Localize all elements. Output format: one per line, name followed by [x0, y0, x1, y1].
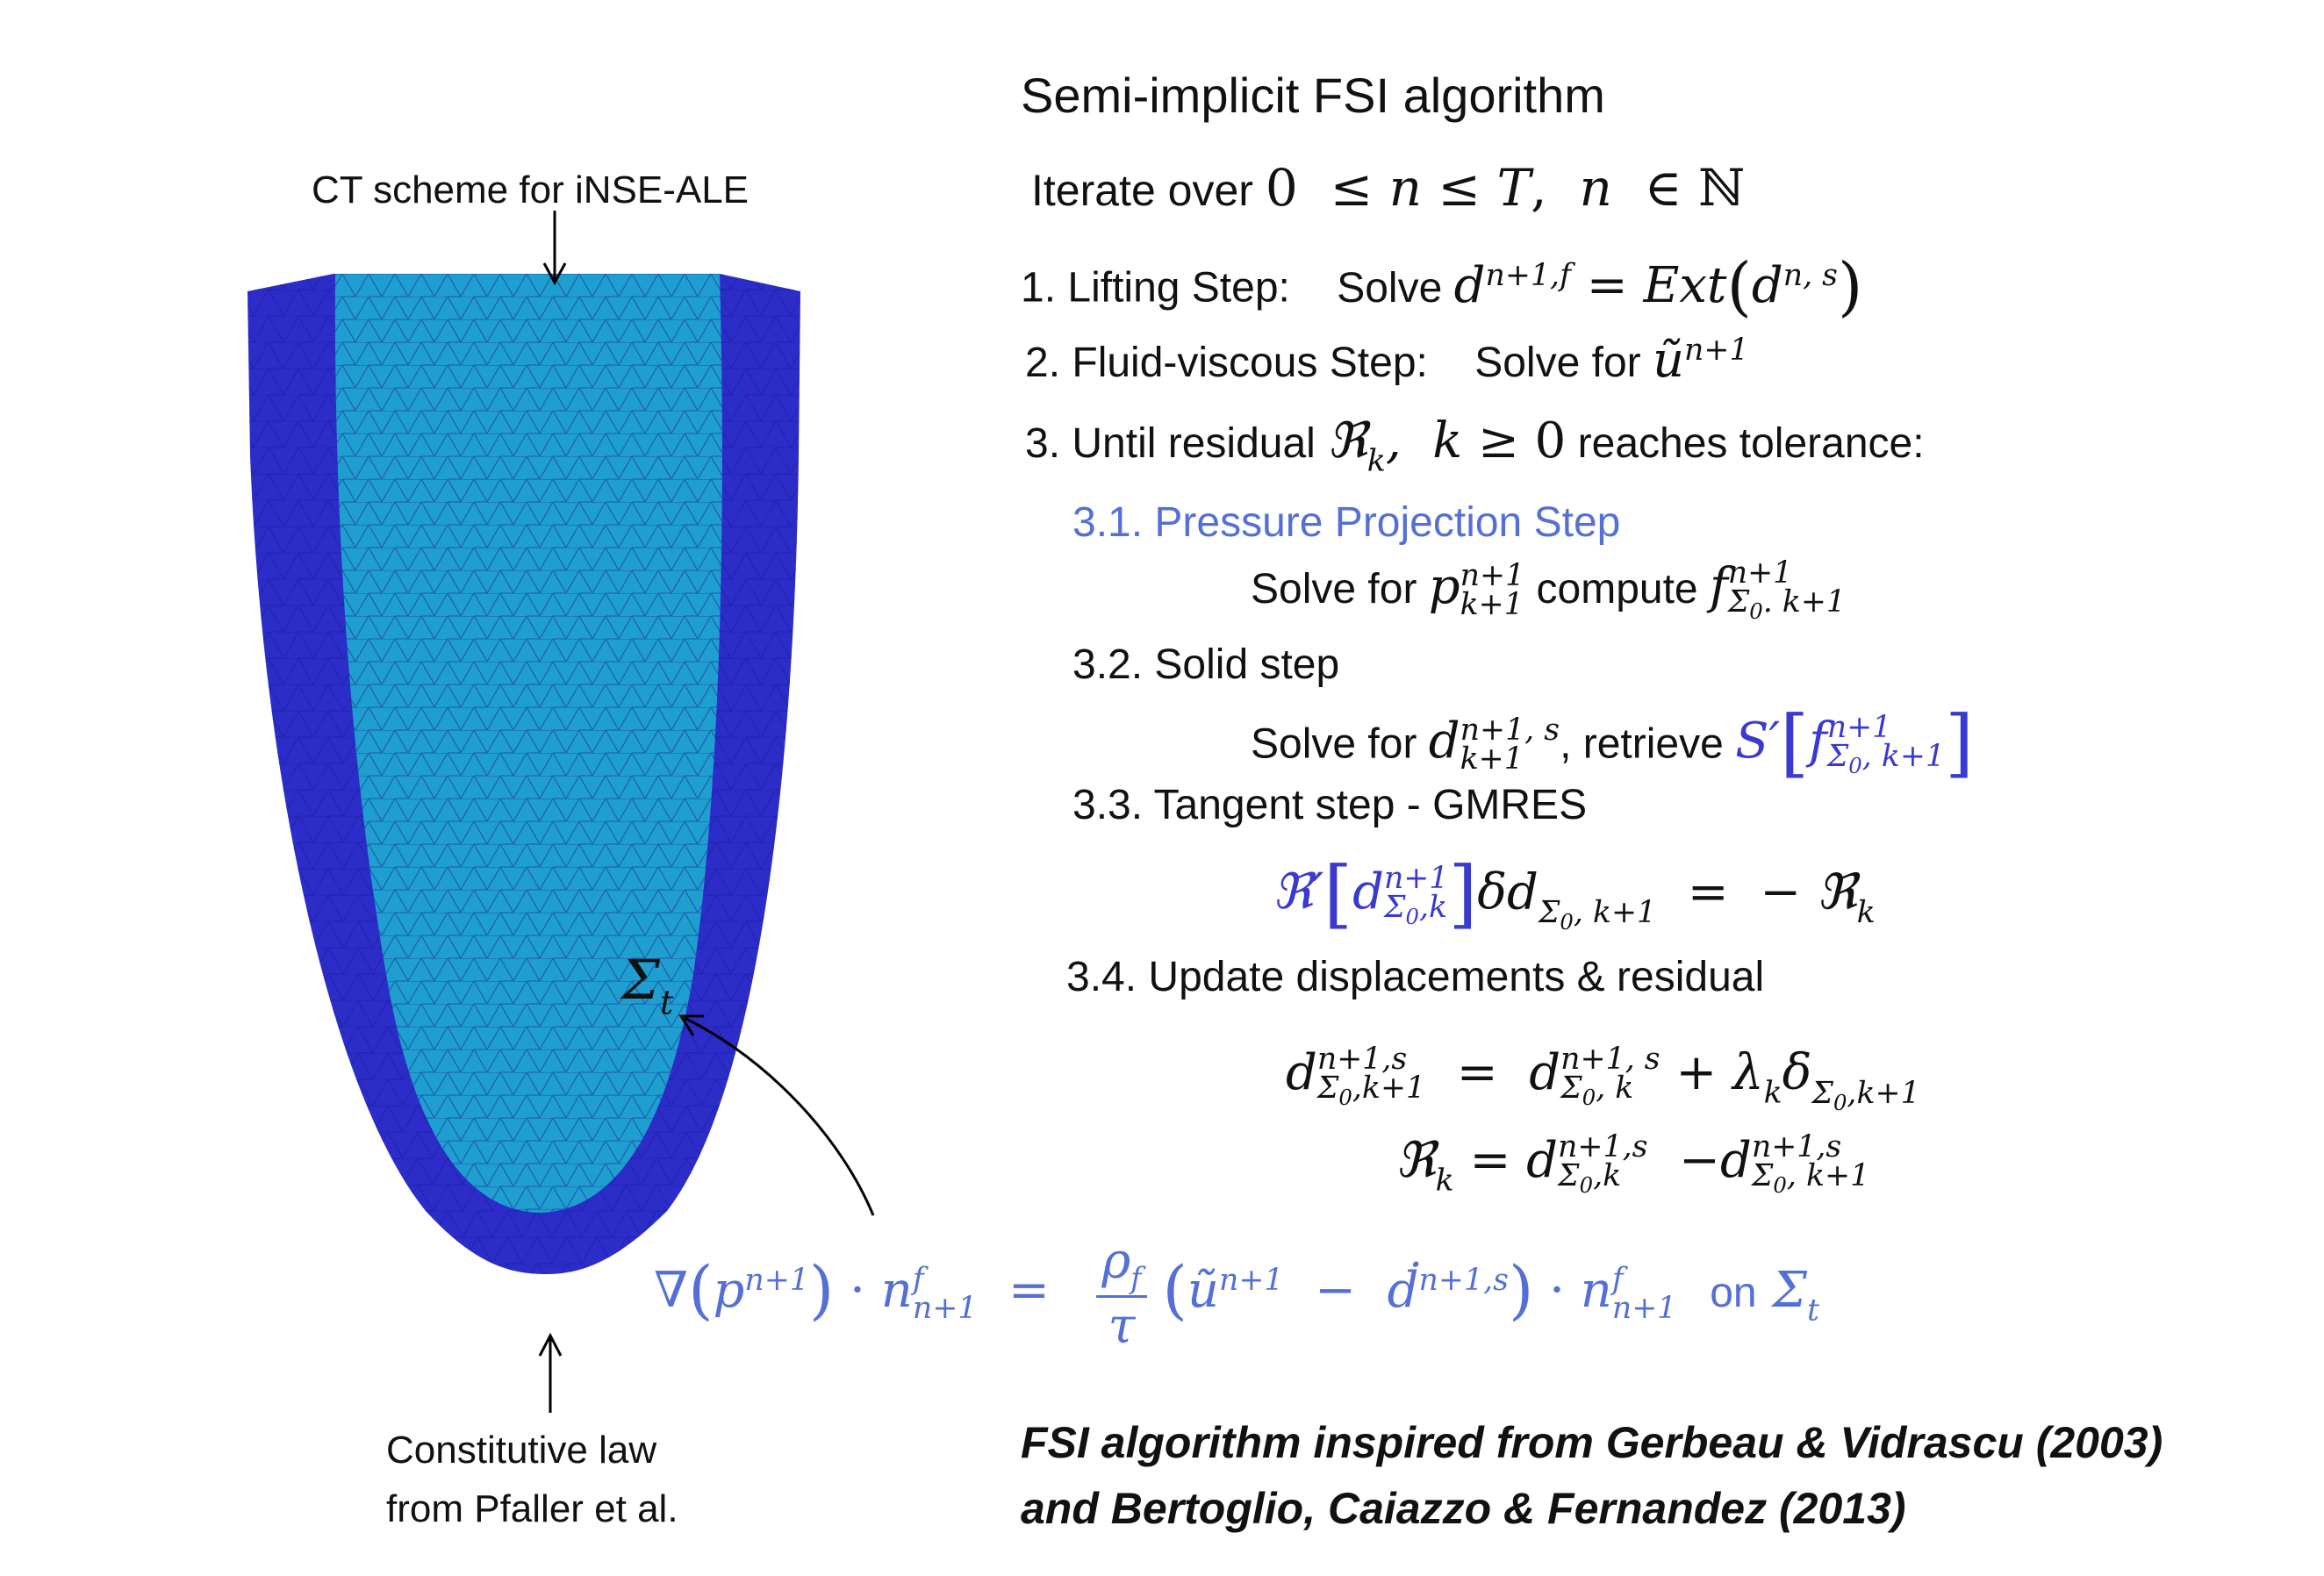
tangent-equation: ℜ′[d n+1 Σ0,k]δdΣ0, k+1 = − ℜk — [1273, 851, 1876, 937]
citation-line-1: FSI algorithm inspired from Gerbeau & Vi… — [1021, 1418, 2163, 1467]
interface-arrow — [684, 1016, 875, 1216]
algorithm-title: Semi-implicit FSI algorithm — [1021, 68, 1605, 123]
constitutive-law-label: Constitutive law — [386, 1429, 657, 1472]
step-1: 1. Lifting Step: Solve dn+1,f = Ext(dn, … — [1021, 249, 1863, 324]
step-3-3: 3.3. Tangent step - GMRES — [1072, 782, 1588, 828]
step-3-4: 3.4. Update displacements & residual — [1066, 954, 1765, 1000]
pressure-interface-equation: ∇(pn+1) · n f n+1 = ρf τ (ũn+1 − ḋn+1,s) · … — [654, 1233, 1819, 1356]
step-3-1-solve: Solve for p n+1 k+1 compute f n+1 Σ0. k+1 — [1251, 555, 1847, 624]
iterate-line: Iterate over 0 ≤ n ≤ T, n ∈ ℕ — [1031, 158, 1746, 218]
citation-line-2: and Bertoglio, Caiazzo & Fernandez (2013… — [1021, 1484, 1906, 1533]
step-3-1: 3.1. Pressure Projection Step — [1072, 499, 1621, 546]
interface-sigma-label: Σt — [621, 948, 674, 1023]
step-3-2: 3.2. Solid step — [1072, 641, 1340, 688]
step-3-2-solve: Solve for d n+1, s k+1, retrieve S′[f n+1 Σ0… — [1251, 700, 1974, 786]
residual-equation: ℜk = d n+1,s Σ0,k −d n+1,s Σ0, k+1 — [1395, 1129, 1870, 1199]
step-2: 2. Fluid-viscous Step: Solve for ũn+1 — [1025, 332, 1749, 389]
constitutive-source-label: from Pfaller et al. — [386, 1487, 678, 1530]
step-3: 3. Until residual ℜk, k ≥ 0 reaches tole… — [1025, 412, 1925, 479]
ct-scheme-label: CT scheme for iNSE-ALE — [312, 168, 750, 211]
displacement-update-equation: d n+1,s Σ0,k+1 = d n+1, s Σ0, k + λkδΣ0,k+1 — [1286, 1042, 1920, 1115]
